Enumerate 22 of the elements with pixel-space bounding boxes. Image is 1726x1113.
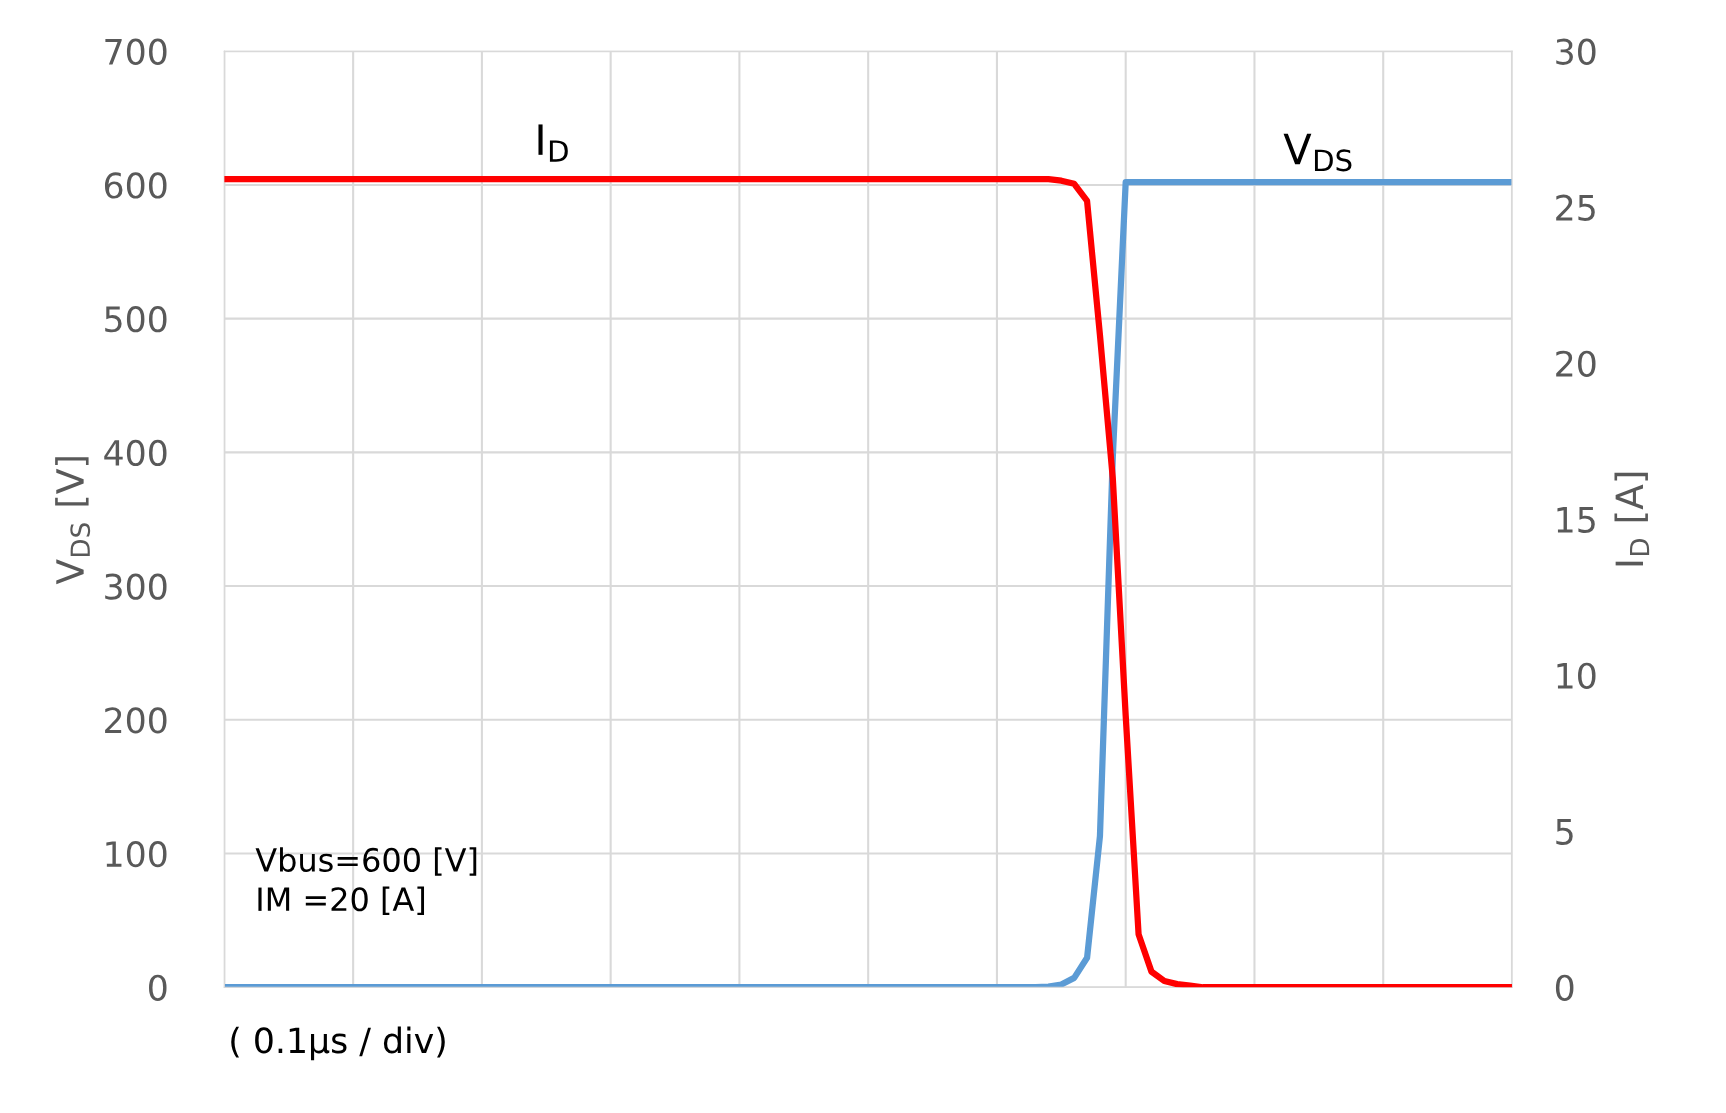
annotation: IM =20 [A] <box>258 886 425 916</box>
series-label: I$_{D}$ <box>538 124 568 162</box>
y2-tick-label: 0 <box>1555 974 1574 1001</box>
y-tick-label: 700 <box>105 38 167 65</box>
y-tick-label: 400 <box>104 439 167 467</box>
y2-tick-label: 30 <box>1556 38 1596 65</box>
text: ( 0.1µs / div) <box>231 1026 445 1061</box>
y-tick-label: 200 <box>105 707 167 734</box>
y-tick-label: 100 <box>106 840 167 868</box>
y-tick-label: 600 <box>104 172 167 199</box>
y2-tick-label: 20 <box>1556 350 1596 377</box>
y-tick-label: 500 <box>105 306 167 333</box>
y2-tick-label: 25 <box>1556 194 1595 221</box>
y2-tick-label: 5 <box>1556 819 1573 845</box>
y-tick-label: 300 <box>105 573 167 600</box>
series-label: V$_{DS}$ <box>1283 133 1352 172</box>
y2-axis-title: I$_{D}$ [A] <box>1614 472 1650 566</box>
y-tick-label: 0 <box>149 974 167 1001</box>
annotation: Vbus=600 [V] <box>255 847 477 876</box>
y2-tick-label: 15 <box>1557 507 1595 533</box>
y-axis-title: V$_{DS}$ [V] <box>55 457 91 585</box>
y2-tick-label: 10 <box>1557 662 1596 689</box>
